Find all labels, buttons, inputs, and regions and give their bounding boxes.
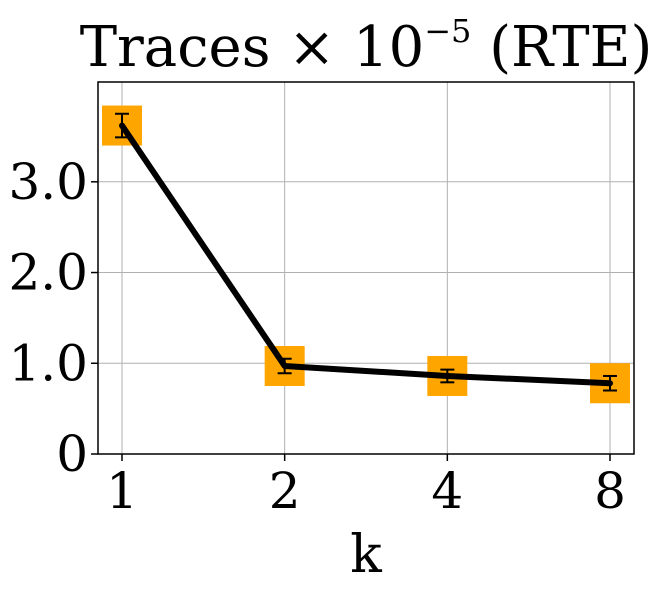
y-tick-label: 3.0 bbox=[8, 153, 88, 211]
x-tick-label: 1 bbox=[106, 462, 138, 520]
x-tick-label: 2 bbox=[269, 462, 301, 520]
plot-frame bbox=[97, 81, 635, 455]
y-tick-label: 0 bbox=[56, 425, 88, 483]
data-markers bbox=[102, 105, 630, 404]
series-line bbox=[119, 122, 613, 387]
chart-title-main: Traces × 10 bbox=[80, 15, 425, 80]
series-line-layer bbox=[119, 122, 613, 387]
error-bar-group bbox=[115, 112, 617, 392]
x-tick-label: 8 bbox=[594, 462, 626, 520]
x-tick-label: 4 bbox=[431, 462, 463, 520]
y-tick-label: 2.0 bbox=[8, 244, 88, 302]
chart-title: Traces × 10−5 (RTE) bbox=[80, 12, 650, 80]
grid-layer bbox=[98, 82, 634, 454]
chart-title-exponent: −5 bbox=[424, 12, 471, 50]
y-tick-label: 1.0 bbox=[8, 334, 88, 392]
tick-layer: 1 2 4 8 0 1.0 2.0 3.0 bbox=[8, 153, 625, 520]
x-axis-label: k bbox=[350, 525, 382, 585]
chart-title-suffix: (RTE) bbox=[471, 15, 650, 80]
